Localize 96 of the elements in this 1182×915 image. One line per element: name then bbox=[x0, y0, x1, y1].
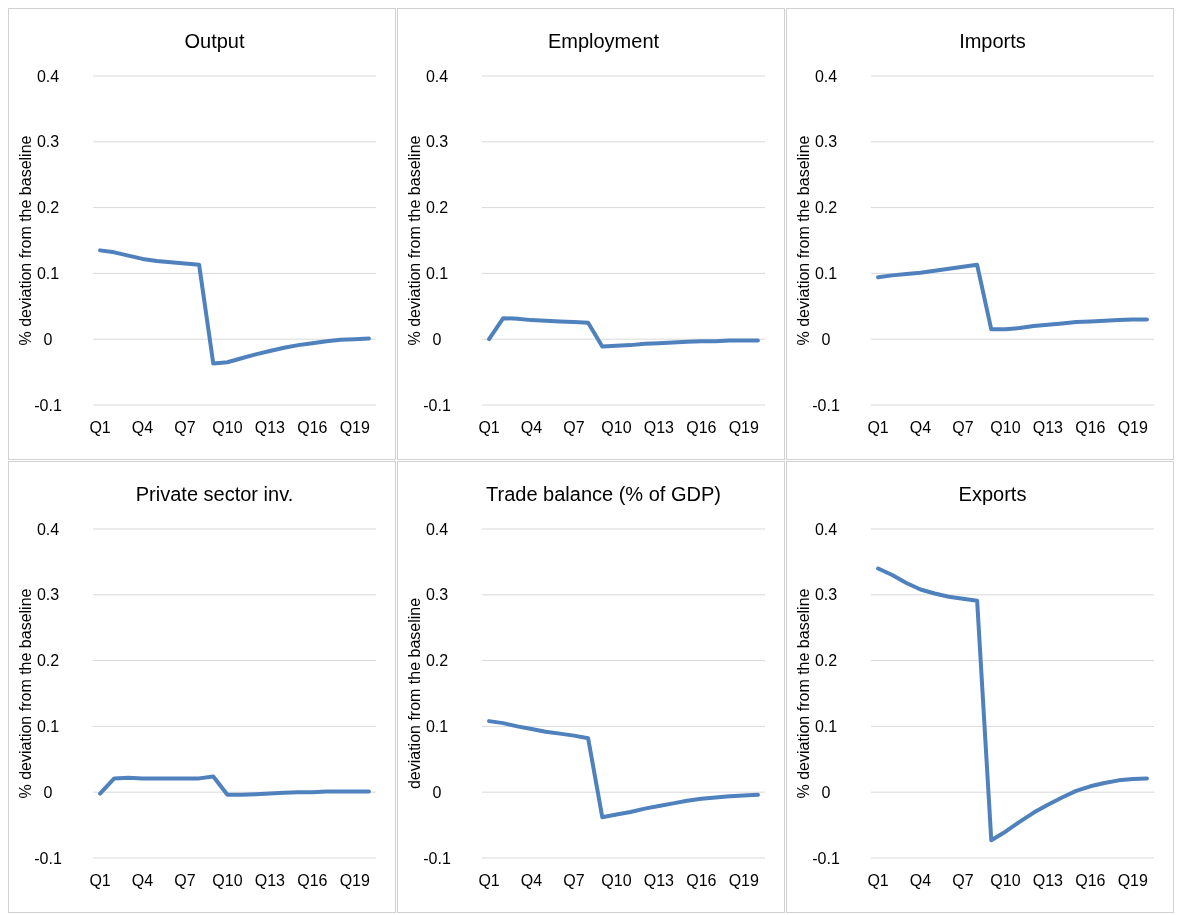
y-tick-label: -0.1 bbox=[423, 849, 451, 867]
x-tick-label: Q16 bbox=[297, 872, 328, 889]
y-tick-label: 0.2 bbox=[425, 652, 449, 670]
x-tick-label: Q13 bbox=[1032, 419, 1064, 436]
x-tick-label: Q10 bbox=[990, 872, 1021, 889]
y-tick-label: 0.2 bbox=[36, 652, 60, 670]
y-axis-title: deviation from the baseline bbox=[406, 597, 423, 790]
y-tick-label: 0.3 bbox=[36, 133, 60, 151]
y-tick-label: -0.1 bbox=[34, 849, 62, 867]
x-tick-label: Q4 bbox=[909, 419, 932, 436]
x-tick-label: Q19 bbox=[728, 419, 759, 436]
y-tick-label: 0.3 bbox=[814, 586, 838, 604]
x-tick-label: Q16 bbox=[1075, 419, 1106, 436]
line-series bbox=[487, 316, 760, 349]
x-tick-label: Q19 bbox=[1117, 872, 1148, 889]
line-series bbox=[98, 248, 371, 366]
x-tick-label: Q7 bbox=[563, 419, 585, 436]
x-tick-label: Q10 bbox=[212, 419, 243, 436]
chart-title: Imports bbox=[959, 30, 1026, 52]
y-tick-label: 0.3 bbox=[425, 586, 449, 604]
y-tick-label: 0 bbox=[821, 783, 831, 801]
line-series bbox=[487, 719, 760, 820]
x-tick-label: Q1 bbox=[478, 419, 500, 436]
y-axis-title: % deviation from the baseline bbox=[406, 135, 423, 346]
x-tick-label: Q16 bbox=[297, 419, 328, 436]
x-tick-label: Q19 bbox=[339, 872, 370, 889]
y-tick-label: 0.4 bbox=[425, 520, 449, 538]
y-tick-label: 0.2 bbox=[814, 652, 838, 670]
y-axis-title: % deviation from the baseline bbox=[17, 588, 34, 799]
y-tick-label: 0 bbox=[43, 783, 53, 801]
x-tick-label: Q13 bbox=[643, 419, 675, 436]
y-tick-label: 0.1 bbox=[814, 265, 838, 282]
x-tick-label: Q19 bbox=[1117, 419, 1148, 436]
x-tick-label: Q7 bbox=[174, 419, 196, 436]
x-tick-label: Q7 bbox=[952, 419, 974, 436]
y-tick-label: 0 bbox=[432, 783, 442, 801]
chart-title: Private sector inv. bbox=[135, 483, 294, 505]
chart-title: Exports bbox=[958, 483, 1027, 505]
y-axis-title: % deviation from the baseline bbox=[795, 588, 812, 799]
x-tick-label: Q1 bbox=[867, 419, 889, 436]
x-tick-label: Q13 bbox=[254, 872, 286, 889]
x-tick-label: Q16 bbox=[686, 419, 717, 436]
x-tick-label: Q7 bbox=[952, 872, 974, 889]
y-tick-label: 0.1 bbox=[425, 265, 449, 282]
y-tick-label: 0.1 bbox=[36, 718, 60, 735]
x-tick-label: Q13 bbox=[254, 419, 286, 436]
y-tick-label: 0.1 bbox=[814, 718, 838, 735]
x-tick-label: Q10 bbox=[601, 872, 632, 889]
chart-title: Employment bbox=[547, 30, 660, 52]
y-tick-label: 0.4 bbox=[814, 67, 838, 85]
x-tick-label: Q1 bbox=[478, 872, 500, 889]
y-tick-label: 0.4 bbox=[425, 67, 449, 85]
chart-title: Output bbox=[184, 30, 245, 52]
y-tick-label: 0.1 bbox=[425, 718, 449, 735]
y-tick-label: 0.4 bbox=[814, 520, 838, 538]
y-tick-label: 0 bbox=[432, 330, 442, 348]
y-tick-label: -0.1 bbox=[812, 396, 840, 414]
y-tick-label: 0.2 bbox=[814, 199, 838, 217]
y-tick-label: 0.4 bbox=[36, 67, 60, 85]
x-tick-label: Q19 bbox=[728, 872, 759, 889]
y-tick-label: 0.3 bbox=[36, 586, 60, 604]
y-axis-title: % deviation from the baseline bbox=[795, 135, 812, 346]
x-tick-label: Q13 bbox=[643, 872, 675, 889]
x-tick-label: Q16 bbox=[1075, 872, 1106, 889]
y-tick-label: 0.3 bbox=[425, 133, 449, 151]
y-tick-label: 0 bbox=[821, 330, 831, 348]
y-tick-label: -0.1 bbox=[34, 396, 62, 414]
y-tick-label: 0.2 bbox=[425, 199, 449, 217]
x-tick-label: Q4 bbox=[520, 419, 543, 436]
x-tick-label: Q10 bbox=[990, 419, 1021, 436]
y-axis-title: % deviation from the baseline bbox=[17, 135, 34, 346]
x-tick-label: Q4 bbox=[131, 419, 154, 436]
line-series bbox=[876, 262, 1149, 332]
y-tick-label: 0.2 bbox=[36, 199, 60, 217]
x-tick-label: Q16 bbox=[686, 872, 717, 889]
y-tick-label: 0.1 bbox=[36, 265, 60, 282]
x-tick-label: Q7 bbox=[174, 872, 196, 889]
x-tick-label: Q1 bbox=[867, 872, 889, 889]
y-tick-label: 0 bbox=[43, 330, 53, 348]
y-tick-label: -0.1 bbox=[812, 849, 840, 867]
x-tick-label: Q1 bbox=[89, 872, 111, 889]
x-tick-label: Q7 bbox=[563, 872, 585, 889]
y-tick-label: 0.3 bbox=[814, 133, 838, 151]
x-tick-label: Q1 bbox=[89, 419, 111, 436]
x-tick-label: Q4 bbox=[909, 872, 932, 889]
x-tick-label: Q19 bbox=[339, 419, 370, 436]
x-tick-label: Q4 bbox=[131, 872, 154, 889]
line-series bbox=[98, 774, 371, 797]
y-tick-label: -0.1 bbox=[423, 396, 451, 414]
line-series bbox=[876, 566, 1149, 843]
x-tick-label: Q10 bbox=[212, 872, 243, 889]
y-tick-label: 0.4 bbox=[36, 520, 60, 538]
chart-title: Trade balance (% of GDP) bbox=[486, 483, 721, 505]
x-tick-label: Q13 bbox=[1032, 872, 1064, 889]
x-tick-label: Q4 bbox=[520, 872, 543, 889]
x-tick-label: Q10 bbox=[601, 419, 632, 436]
